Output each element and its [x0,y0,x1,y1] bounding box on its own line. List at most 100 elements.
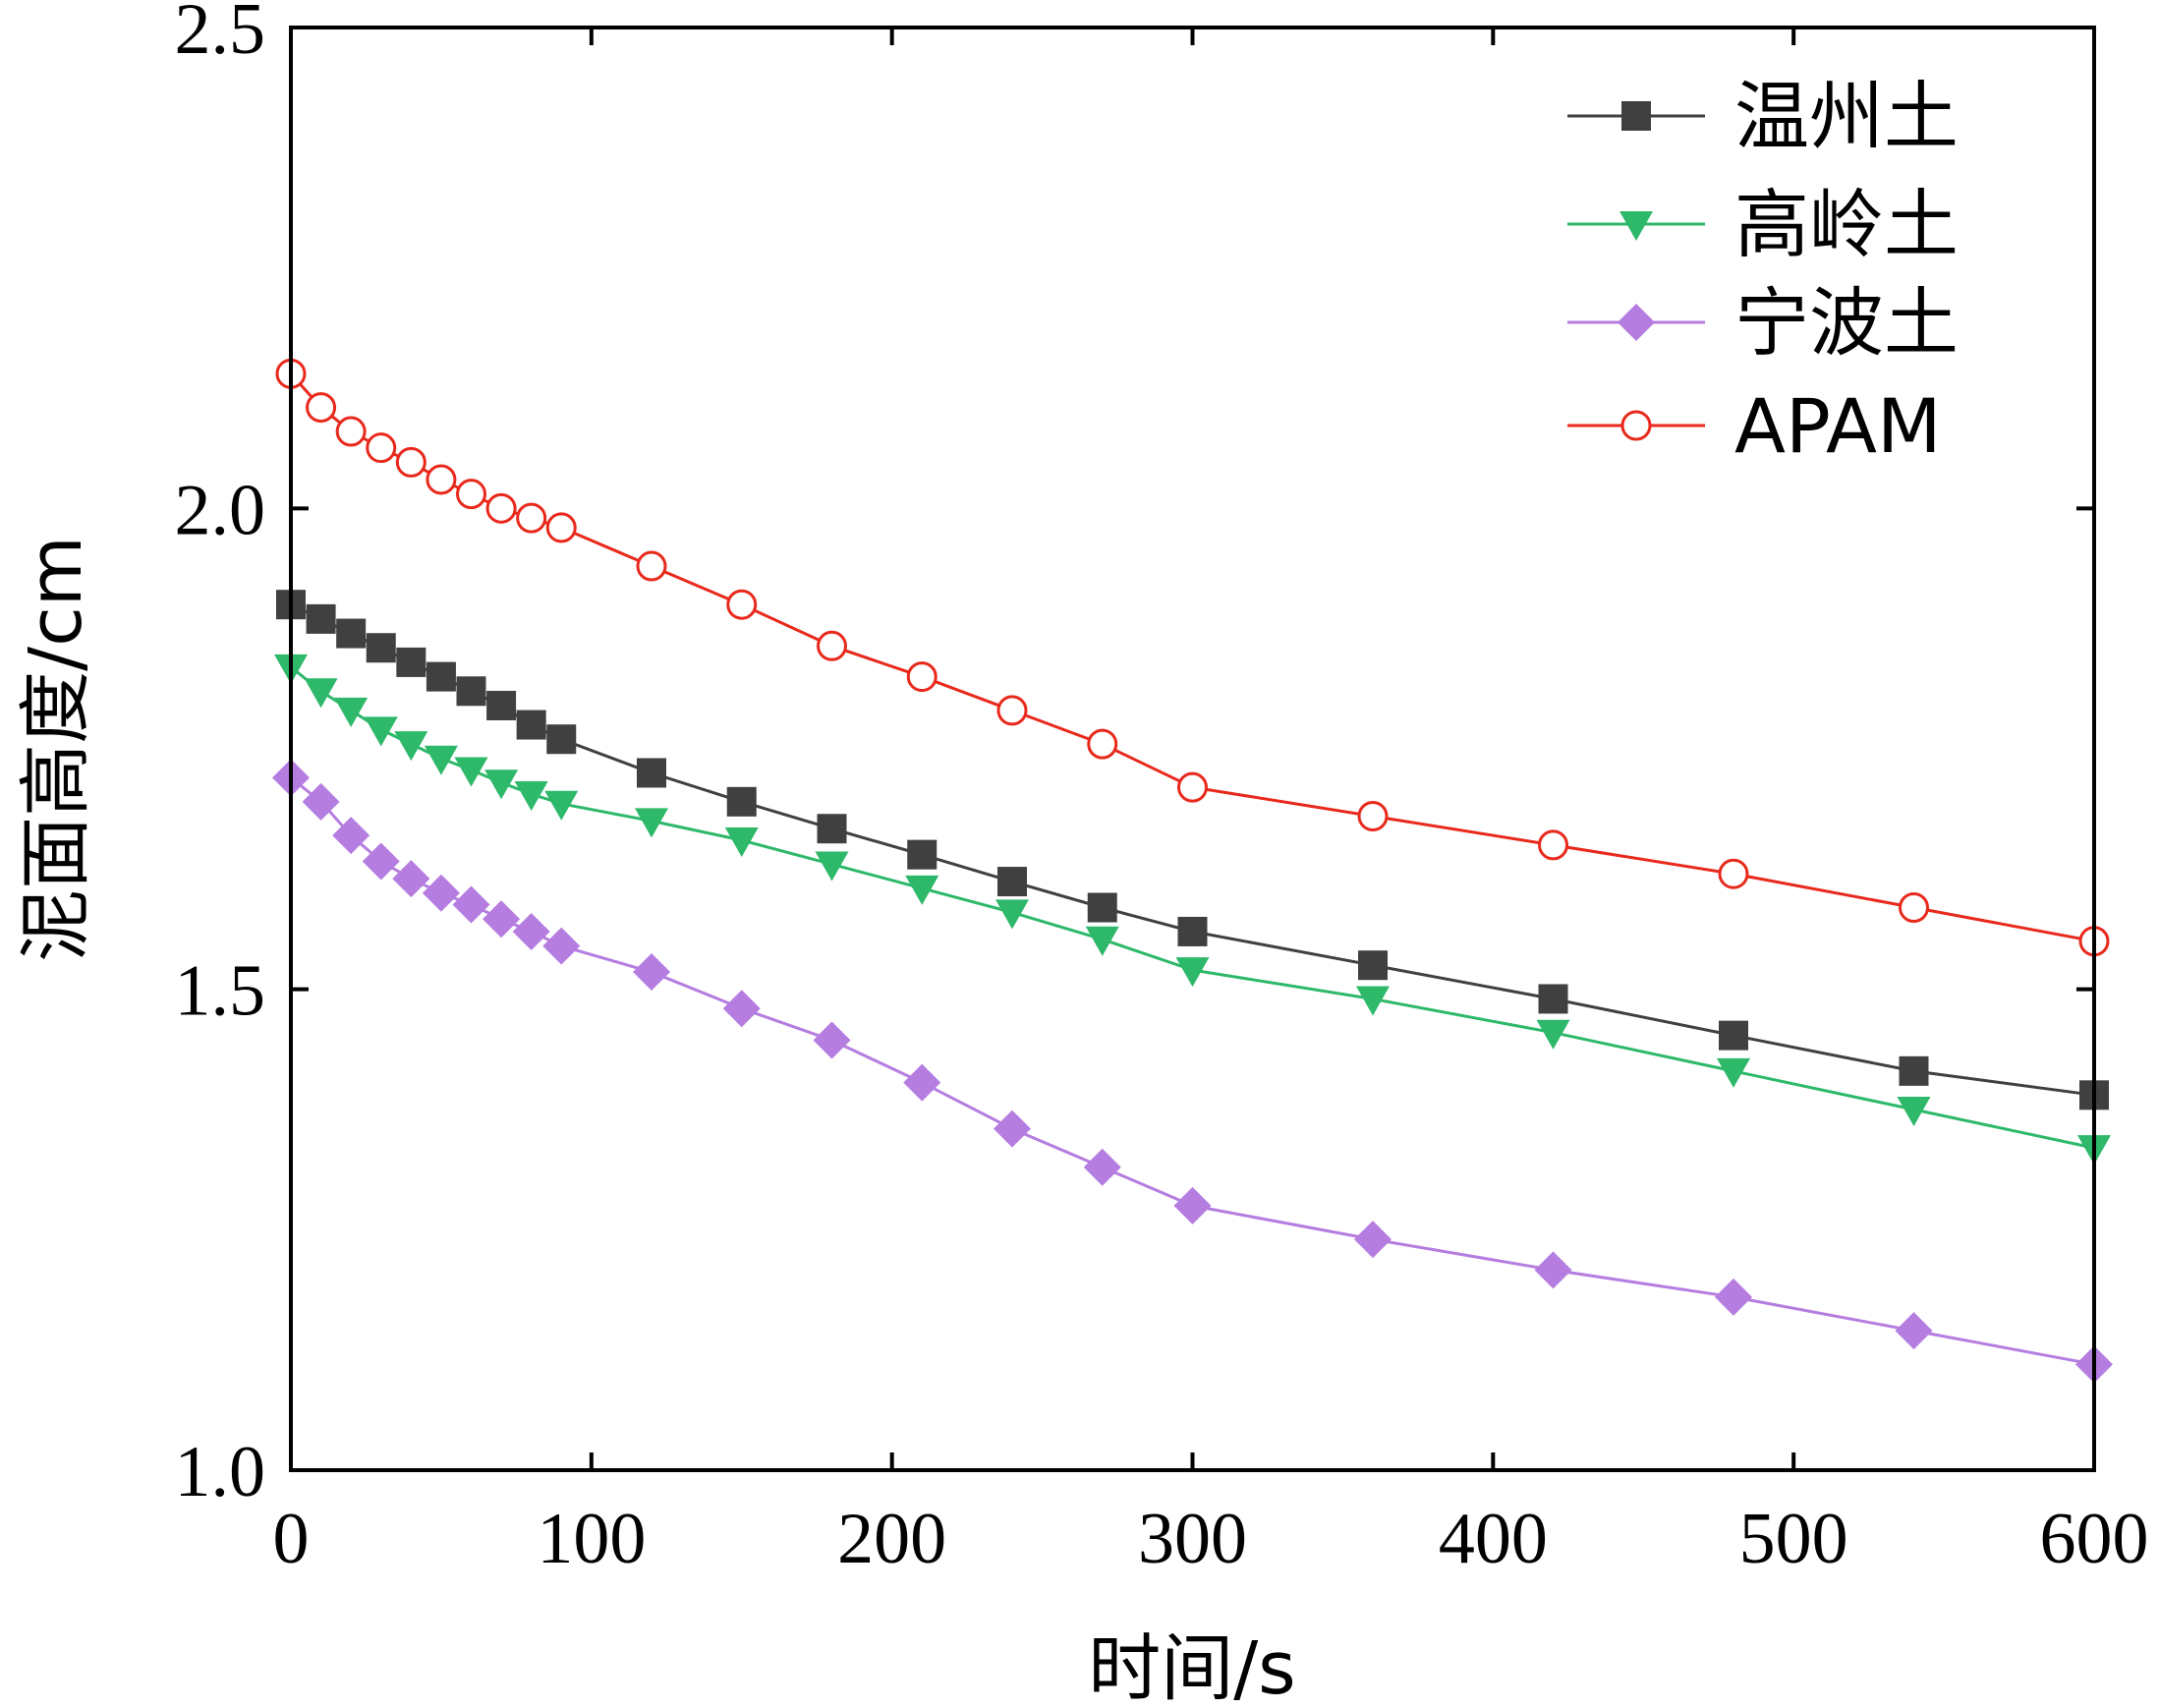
data-point [817,814,847,844]
data-point [726,786,757,817]
data-point [1899,1055,1929,1086]
data-point [995,899,1029,930]
data-point [395,446,426,478]
data-point [1087,892,1117,923]
x-tick-label: 100 [537,1499,646,1579]
data-point [335,416,367,447]
data-point [424,745,458,775]
data-point [516,710,546,740]
legend-entry: 宁波土 [1567,279,1959,367]
data-point [1357,801,1389,832]
data-point [544,790,579,821]
data-point [1719,1020,1748,1051]
data-point [366,633,396,663]
data-point [1177,916,1208,946]
data-point [1538,984,1568,1014]
data-point [486,690,517,720]
x-tick-label: 0 [273,1499,310,1579]
data-point [1718,858,1749,889]
data-point [512,912,550,950]
data-point [426,661,456,692]
legend-label: 温州土 [1734,73,1959,160]
y-tick-label: 2.0 [175,470,266,550]
data-point [394,731,428,762]
x-tick-label: 300 [1138,1499,1247,1579]
data-point [815,851,849,882]
legend-marker [1621,101,1651,131]
data-point [633,953,670,992]
data-point [1895,1312,1933,1350]
data-point [392,860,430,898]
data-point [1087,728,1118,760]
y-tick-label: 2.5 [175,0,266,70]
data-point [1897,1097,1931,1126]
data-point [1085,926,1119,956]
series-2 [274,654,2111,1166]
x-tick-label: 400 [1439,1499,1548,1579]
data-point [396,647,426,677]
legend-entry: APAM [1567,382,1942,470]
ticks-layer [289,26,2096,1472]
y-axis-title: 泥面高度/cm [14,536,98,962]
data-point [1354,1221,1392,1259]
x-tick-label: 200 [837,1499,946,1579]
data-point [485,492,517,524]
data-point [905,875,939,905]
data-point [456,676,486,707]
legend-label: 宁波土 [1734,279,1959,367]
data-point [813,1021,851,1059]
data-point [903,1063,941,1102]
series-layer [272,358,2113,1384]
series-line [290,602,2095,1097]
x-tick-label: 600 [2040,1499,2149,1579]
data-point [1715,1278,1752,1316]
data-point [1538,829,1568,861]
data-point [304,678,338,709]
data-point [1534,1251,1572,1289]
data-point [334,697,369,727]
series-line [290,776,2095,1366]
data-point [364,716,398,747]
data-point [546,724,577,755]
data-point [997,867,1027,897]
data-point [907,839,937,870]
data-point [1717,1057,1750,1088]
data-point [994,1110,1031,1148]
data-point [426,464,457,495]
data-point [306,392,337,424]
data-point [456,479,486,510]
data-point [1356,986,1390,1016]
data-point [422,874,460,912]
data-point [635,808,668,838]
data-point [996,695,1028,726]
x-tick-label: 500 [1739,1499,1848,1579]
data-point [362,842,400,881]
data-point [1358,950,1388,981]
data-point [484,769,519,800]
legend-label: 高岭土 [1734,181,1959,268]
data-point [1175,957,1210,988]
data-point [724,826,759,857]
data-point [302,782,340,821]
data-point [1177,771,1208,803]
data-point [1899,891,1929,923]
data-point [516,502,547,534]
legend-entry: 高岭土 [1567,181,1959,268]
data-point [906,661,937,693]
data-point [332,817,370,855]
series-line [289,372,2095,943]
series-line [290,665,2095,1150]
legend-label: APAM [1734,382,1942,470]
legend-entry: 温州土 [1567,73,1959,160]
data-point [336,618,367,649]
legend-marker [1620,410,1652,441]
x-axis-title: 时间/s [1088,1626,1296,1708]
data-point [722,990,761,1028]
data-point [1083,1148,1121,1186]
data-point [454,757,488,787]
data-point [817,630,847,661]
data-point [1536,1019,1570,1050]
